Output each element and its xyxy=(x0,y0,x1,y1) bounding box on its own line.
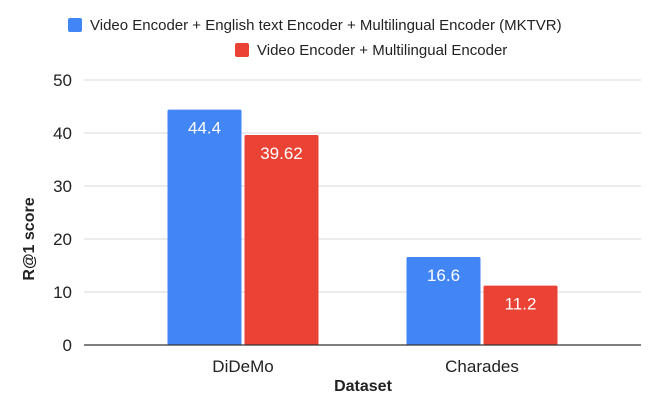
data-label: 11.2 xyxy=(505,295,537,314)
bar-charades-series-1 xyxy=(406,257,481,345)
legend-swatch-mktvr xyxy=(68,18,82,32)
data-label: 39.62 xyxy=(260,144,303,163)
legend-swatch-multilingual xyxy=(235,43,249,57)
legend: Video Encoder + English text Encoder + M… xyxy=(68,14,562,64)
bar-didemo-series-2 xyxy=(244,135,319,345)
x-axis-title: Dataset xyxy=(334,378,392,395)
bar-charades-series-2 xyxy=(483,285,558,345)
y-tick-label: 10 xyxy=(53,283,72,302)
legend-label-multilingual: Video Encoder + Multilingual Encoder xyxy=(257,41,508,59)
bar-didemo-series-1 xyxy=(167,109,242,346)
data-label: 16.6 xyxy=(427,266,460,285)
data-label: 44.4 xyxy=(188,119,221,138)
y-tick-label: 40 xyxy=(53,124,72,143)
x-tick-label-didemo: DiDeMo xyxy=(212,357,273,376)
legend-label-mktvr: Video Encoder + English text Encoder + M… xyxy=(90,16,562,34)
x-tick-label-charades: Charades xyxy=(445,357,519,376)
legend-item-multilingual: Video Encoder + Multilingual Encoder xyxy=(235,39,562,61)
legend-item-mktvr: Video Encoder + English text Encoder + M… xyxy=(68,14,562,36)
y-tick-label: 0 xyxy=(63,336,72,355)
y-tick-label: 20 xyxy=(53,230,72,249)
y-tick-label: 50 xyxy=(53,71,72,90)
y-axis-title: R@1 score xyxy=(21,197,38,280)
y-tick-label: 30 xyxy=(53,177,72,196)
